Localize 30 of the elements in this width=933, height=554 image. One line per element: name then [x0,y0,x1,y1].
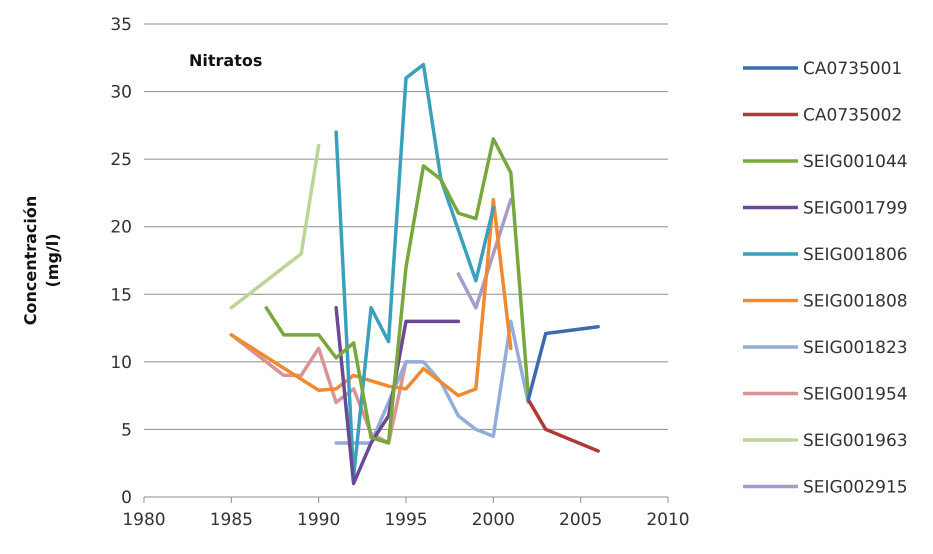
y-tick-label: 15 [110,285,132,306]
legend-label: SEIG001806 [803,245,908,265]
legend-label: SEIG001799 [803,198,908,218]
y-tick-label: 35 [110,15,132,35]
legend-label: SEIG001808 [803,292,908,312]
text: Nitratos [189,51,262,70]
x-tick-label: 2005 [559,510,602,530]
y-tick-label: 10 [110,352,132,373]
x-tick-label: 1990 [297,510,340,530]
legend-label: SEIG001963 [803,431,908,451]
line-series [230,198,513,398]
y-tick-label: 30 [110,82,132,103]
legend-label: CA0735001 [803,59,902,79]
line-series [334,62,496,478]
legend-label: CA0735002 [803,106,902,126]
y-tick-label: 0 [121,488,132,508]
line-series [264,137,530,445]
x-tick-label: 2000 [472,510,515,530]
y-axis-title: Concentración (mg/l) [21,196,62,326]
x-tick-label: 1995 [384,510,428,530]
y-tick-label: 25 [110,150,132,170]
x-tick-label: 2010 [646,510,690,530]
legend-label: SEIG001044 [803,152,908,172]
legend-label: SEIG001823 [803,338,908,358]
x-tick-label: 1985 [210,510,253,530]
x-tick-label: 1980 [122,510,166,530]
legend-label: SEIG002915 [803,478,908,498]
y-tick-label: 5 [121,420,132,440]
y-tick-label: 20 [110,218,132,238]
legend-label: SEIG001954 [803,384,908,404]
